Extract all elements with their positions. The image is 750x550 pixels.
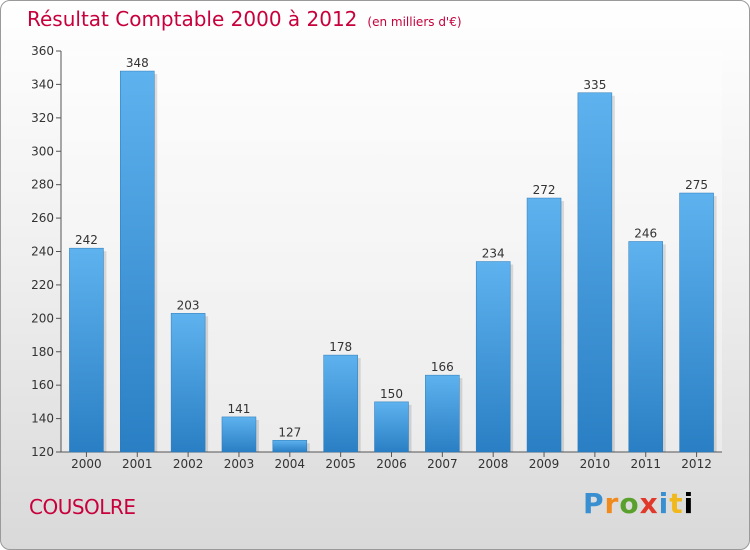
bar-value-label: 246 bbox=[634, 226, 657, 240]
x-tick-label: 2002 bbox=[173, 457, 204, 471]
bar bbox=[577, 92, 613, 453]
bar-value-label: 127 bbox=[278, 425, 301, 439]
bar bbox=[120, 70, 155, 453]
bar-value-label: 166 bbox=[431, 360, 454, 374]
y-tick-label: 280 bbox=[31, 178, 54, 192]
x-tick-label: 2005 bbox=[325, 457, 356, 471]
y-tick-label: 300 bbox=[31, 144, 54, 158]
bar-value-label: 141 bbox=[228, 402, 251, 416]
x-tick-label: 2012 bbox=[681, 457, 712, 471]
title-unit: (en milliers d'€) bbox=[367, 15, 462, 29]
bar bbox=[221, 416, 257, 453]
x-tick-label: 2000 bbox=[71, 457, 102, 471]
x-tick-label: 2004 bbox=[275, 457, 306, 471]
bar-value-label: 150 bbox=[380, 387, 403, 401]
y-tick-label: 220 bbox=[31, 278, 54, 292]
bar bbox=[679, 192, 714, 453]
x-tick-label: 2009 bbox=[529, 457, 560, 471]
y-tick-label: 240 bbox=[31, 245, 54, 259]
bar-value-label: 272 bbox=[533, 183, 556, 197]
x-tick-label: 2001 bbox=[122, 457, 153, 471]
bar-value-label: 203 bbox=[177, 298, 200, 312]
bar-value-label: 242 bbox=[75, 233, 98, 247]
x-tick-label: 2008 bbox=[478, 457, 509, 471]
x-tick-label: 2010 bbox=[580, 457, 611, 471]
y-tick-label: 140 bbox=[31, 412, 54, 426]
bar bbox=[628, 241, 663, 453]
bar-value-label: 275 bbox=[685, 178, 708, 192]
y-tick-label: 200 bbox=[31, 311, 54, 325]
bar-value-label: 234 bbox=[482, 247, 505, 261]
y-tick-label: 340 bbox=[31, 77, 54, 91]
bar-value-label: 178 bbox=[329, 340, 352, 354]
bar-value-label: 335 bbox=[583, 78, 606, 92]
bar bbox=[170, 313, 206, 453]
bar bbox=[526, 197, 562, 453]
bar-value-label: 348 bbox=[126, 56, 149, 70]
bar bbox=[323, 354, 358, 453]
bar bbox=[69, 247, 104, 453]
y-tick-label: 160 bbox=[31, 378, 54, 392]
x-tick-label: 2006 bbox=[376, 457, 407, 471]
y-tick-label: 180 bbox=[31, 345, 54, 359]
x-tick-label: 2003 bbox=[224, 457, 255, 471]
x-tick-label: 2007 bbox=[427, 457, 458, 471]
bar bbox=[425, 374, 460, 453]
proxiti-logo: Proxiti bbox=[583, 487, 695, 520]
bar bbox=[374, 401, 409, 453]
y-tick-label: 320 bbox=[31, 111, 54, 125]
y-tick-label: 120 bbox=[31, 445, 54, 459]
x-tick-label: 2011 bbox=[630, 457, 661, 471]
y-tick-label: 360 bbox=[31, 44, 54, 58]
commune-name: COUSOLRE bbox=[29, 495, 136, 519]
y-tick-label: 260 bbox=[31, 211, 54, 225]
bar bbox=[272, 440, 308, 453]
bar bbox=[475, 261, 511, 453]
title-text: Résultat Comptable 2000 à 2012 bbox=[27, 7, 358, 31]
chart-title: Résultat Comptable 2000 à 2012 (en millie… bbox=[27, 7, 462, 31]
